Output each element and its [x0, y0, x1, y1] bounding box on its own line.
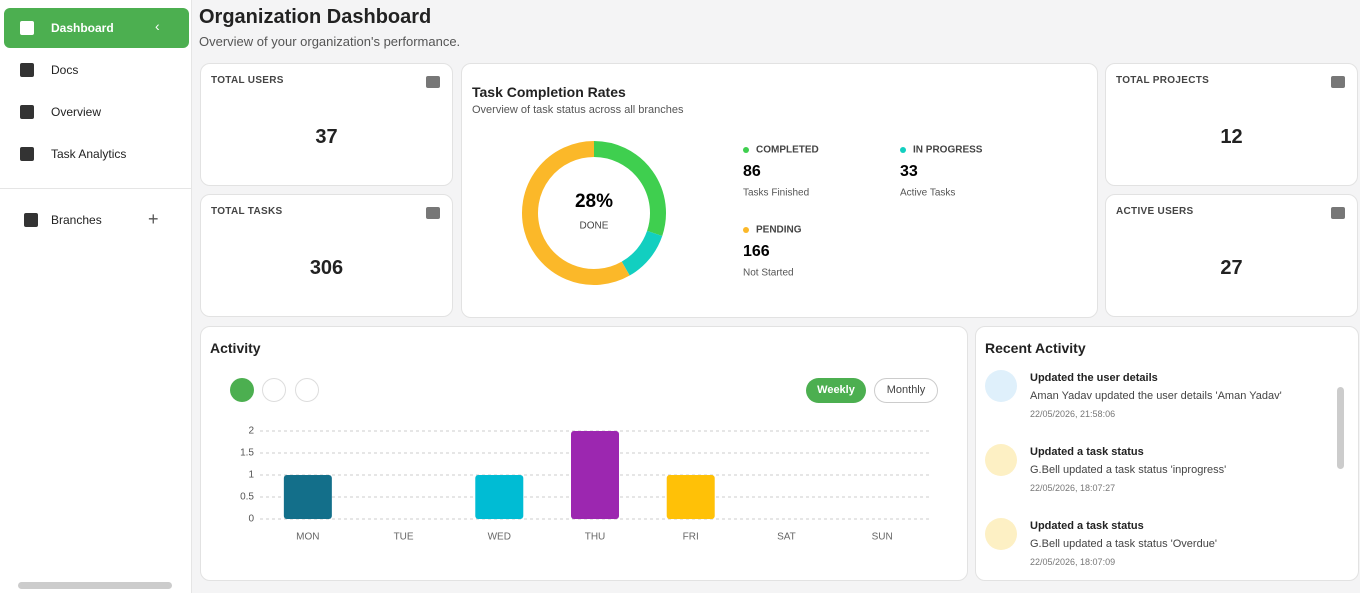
activity-title: Updated the user details: [1030, 372, 1158, 384]
toggle-weekly[interactable]: Weekly: [806, 378, 866, 403]
activity-icon: [985, 370, 1017, 402]
toggle-monthly[interactable]: Monthly: [874, 378, 938, 403]
activity-time: 22/05/2026, 18:07:27: [1030, 483, 1116, 493]
card-title: Recent Activity: [985, 340, 1086, 356]
activity-text: G.Bell updated a task status 'Overdue': [1030, 538, 1218, 550]
stat-icon: [426, 207, 440, 219]
nav-item[interactable]: Dashboard: [4, 8, 189, 48]
card-title: Activity: [210, 340, 261, 356]
stat-value: 12: [1220, 126, 1243, 148]
nav-icon: [20, 147, 34, 161]
line-view[interactable]: [262, 378, 286, 402]
activity-text: Aman Yadav updated the user details 'Ama…: [1030, 390, 1282, 402]
recent-card: Recent Activity: [975, 326, 1359, 581]
stat-card: TOTAL PROJECTS 12: [1105, 63, 1358, 186]
nav-icon: [20, 63, 34, 77]
scrollbar[interactable]: [18, 582, 172, 589]
page-subtitle: Overview of your organization's performa…: [199, 34, 461, 49]
nav-icon: [20, 21, 34, 35]
activity-title: Updated a task status: [1030, 446, 1144, 458]
activity-text: G.Bell updated a task status 'inprogress…: [1030, 464, 1227, 476]
nav-icon: [20, 105, 34, 119]
stat-label: TOTAL TASKS: [211, 206, 283, 217]
stat-value: 27: [1220, 257, 1243, 279]
add-branch[interactable]: +: [148, 209, 159, 229]
stat-icon: [426, 76, 440, 88]
table-view[interactable]: [295, 378, 319, 402]
stat-value: 306: [309, 257, 344, 279]
nav-item[interactable]: Overview: [51, 105, 102, 119]
nav-icon: [24, 213, 38, 227]
activity-title: Updated a task status: [1030, 520, 1144, 532]
card-title: Task Completion Rates: [472, 84, 626, 100]
stat-card: TOTAL TASKS 306: [200, 194, 453, 317]
activity-icon: [985, 518, 1017, 550]
stat-label: ACTIVE USERS: [1116, 206, 1194, 217]
stat-icon: [1331, 76, 1345, 88]
stat-icon: [1331, 207, 1345, 219]
task-card: Task Completion Rates Overview of task s…: [461, 63, 1098, 318]
nav-item[interactable]: Docs: [51, 63, 79, 77]
stat-value: 37: [315, 126, 338, 148]
sidebar: Dashboard ‹ Docs Overview Task Analytics…: [0, 0, 192, 593]
bar-view[interactable]: [230, 378, 254, 402]
nav-item[interactable]: Branches: [51, 213, 102, 227]
activity-icon: [985, 444, 1017, 476]
stat-card: TOTAL USERS 37: [200, 63, 453, 186]
stat-card: ACTIVE USERS 27: [1105, 194, 1358, 317]
activity-time: 22/05/2026, 18:07:09: [1030, 557, 1116, 567]
stat-label: TOTAL PROJECTS: [1116, 75, 1210, 86]
collapse-icon[interactable]: ‹: [155, 18, 160, 34]
card-subtitle: Overview of task status across all branc…: [472, 104, 684, 116]
divider: [0, 188, 191, 189]
scrollbar[interactable]: [1337, 387, 1344, 469]
page-title: Organization Dashboard: [199, 6, 432, 28]
stat-label: TOTAL USERS: [211, 75, 284, 86]
activity-card: Activity Weekly Monthly: [200, 326, 968, 581]
nav-item[interactable]: Task Analytics: [51, 147, 127, 161]
activity-time: 22/05/2026, 21:58:06: [1030, 409, 1116, 419]
